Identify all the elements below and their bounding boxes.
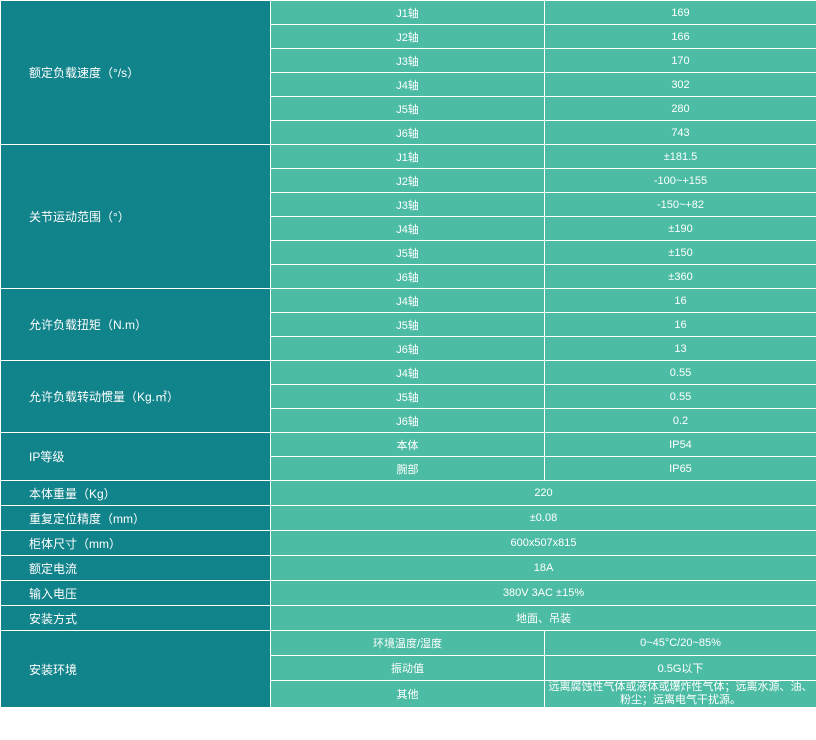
axis-value: 170 <box>544 48 816 73</box>
axis-value: 0.55 <box>544 360 816 385</box>
param-current: 额定电流 <box>0 555 271 581</box>
param-value: 600x507x815 <box>270 530 816 556</box>
axis-value: 0.55 <box>544 384 816 409</box>
axis-label: J4轴 <box>270 360 545 385</box>
axis-value: ±360 <box>544 264 816 289</box>
axis-value: ±150 <box>544 240 816 265</box>
param-value: 地面、吊装 <box>270 605 816 631</box>
table-row: 其他 远离腐蚀性气体或液体或爆炸性气体；远离水源、油、粉尘；远离电气干扰源。 <box>1 680 816 708</box>
param-value: 18A <box>270 555 816 581</box>
axis-value: IP65 <box>544 456 816 481</box>
param-mounting: 安装方式 <box>0 605 271 631</box>
axis-value: 16 <box>544 288 816 313</box>
table-row: J6轴 ±360 <box>1 264 816 289</box>
table-row: 允许负载转动惯量（Kg.㎡） J4轴 0.55 <box>0 360 816 433</box>
table-row: J5轴 16 <box>1 312 816 337</box>
table-row: IP等级 本体 IP54 <box>0 432 816 481</box>
table-row: 本体重量（Kg） 220 <box>0 480 816 506</box>
axis-label: J3轴 <box>270 192 545 217</box>
param-value: ±0.08 <box>270 505 816 531</box>
param-environment: 安装环境 <box>0 630 271 708</box>
axis-label: 腕部 <box>270 456 545 481</box>
axis-value: 166 <box>544 24 816 49</box>
axis-label: J6轴 <box>270 264 545 289</box>
param-value: 220 <box>270 480 816 506</box>
param-voltage: 输入电压 <box>0 580 271 606</box>
axis-label: 环境温度/湿度 <box>270 630 545 656</box>
axis-value: -100~+155 <box>544 168 816 193</box>
table-row: 额定电流 18A <box>0 555 816 581</box>
table-row: 允许负载扭矩（N.m） J4轴 16 <box>0 288 816 361</box>
axis-value: 280 <box>544 96 816 121</box>
axis-label: J1轴 <box>270 0 545 25</box>
table-row: 关节运动范围（°） J1轴 ±181.5 <box>0 144 816 289</box>
table-row: 振动值 0.5G以下 <box>1 655 816 681</box>
table-row: 安装环境 环境温度/湿度 0~45°C/20~85% <box>0 630 816 708</box>
table-row: J4轴 302 <box>1 72 816 97</box>
table-row: 输入电压 380V 3AC ±15% <box>0 580 816 606</box>
table-row: J6轴 13 <box>1 336 816 361</box>
spec-table: 额定负载速度（°/s） J1轴 169 J2轴 166 J3轴 170 J4轴 … <box>0 0 816 708</box>
axis-value: 302 <box>544 72 816 97</box>
param-torque: 允许负载扭矩（N.m） <box>0 288 271 361</box>
axis-label: J4轴 <box>270 216 545 241</box>
param-repeatability: 重复定位精度（mm） <box>0 505 271 531</box>
table-row: J6轴 743 <box>1 120 816 145</box>
axis-label: J5轴 <box>270 384 545 409</box>
axis-label: J5轴 <box>270 312 545 337</box>
table-row: 额定负载速度（°/s） J1轴 169 <box>0 0 816 145</box>
axis-label: J1轴 <box>270 144 545 169</box>
param-inertia: 允许负载转动惯量（Kg.㎡） <box>0 360 271 433</box>
table-row: J2轴 -100~+155 <box>1 168 816 193</box>
axis-label: J6轴 <box>270 336 545 361</box>
axis-label: 其他 <box>270 680 545 708</box>
axis-value: 16 <box>544 312 816 337</box>
table-row: 重复定位精度（mm） ±0.08 <box>0 505 816 531</box>
param-joint-range: 关节运动范围（°） <box>0 144 271 289</box>
axis-label: J5轴 <box>270 96 545 121</box>
axis-value: 743 <box>544 120 816 145</box>
axis-value: 13 <box>544 336 816 361</box>
axis-label: J4轴 <box>270 288 545 313</box>
axis-value: ±190 <box>544 216 816 241</box>
axis-value: 169 <box>544 0 816 25</box>
axis-value: 0.5G以下 <box>544 655 816 681</box>
axis-label: J2轴 <box>270 168 545 193</box>
axis-label: J4轴 <box>270 72 545 97</box>
param-ip: IP等级 <box>0 432 271 481</box>
axis-label: 振动值 <box>270 655 545 681</box>
axis-label: J2轴 <box>270 24 545 49</box>
axis-label: J5轴 <box>270 240 545 265</box>
axis-value: 0~45°C/20~85% <box>544 630 816 656</box>
param-weight: 本体重量（Kg） <box>0 480 271 506</box>
axis-value: ±181.5 <box>544 144 816 169</box>
table-row: J2轴 166 <box>1 24 816 49</box>
table-row: J5轴 280 <box>1 96 816 121</box>
param-rated-speed: 额定负载速度（°/s） <box>0 0 271 145</box>
table-row: J4轴 ±190 <box>1 216 816 241</box>
axis-label: J3轴 <box>270 48 545 73</box>
param-cabinet: 柜体尺寸（mm） <box>0 530 271 556</box>
axis-value: 0.2 <box>544 408 816 433</box>
axis-label: 本体 <box>270 432 545 457</box>
param-value: 380V 3AC ±15% <box>270 580 816 606</box>
axis-value: 远离腐蚀性气体或液体或爆炸性气体；远离水源、油、粉尘；远离电气干扰源。 <box>544 680 816 708</box>
axis-value: IP54 <box>544 432 816 457</box>
table-row: J5轴 0.55 <box>1 384 816 409</box>
axis-value: -150~+82 <box>544 192 816 217</box>
axis-label: J6轴 <box>270 120 545 145</box>
table-row: 安装方式 地面、吊装 <box>0 605 816 631</box>
table-row: J3轴 -150~+82 <box>1 192 816 217</box>
table-row: 柜体尺寸（mm） 600x507x815 <box>0 530 816 556</box>
axis-label: J6轴 <box>270 408 545 433</box>
